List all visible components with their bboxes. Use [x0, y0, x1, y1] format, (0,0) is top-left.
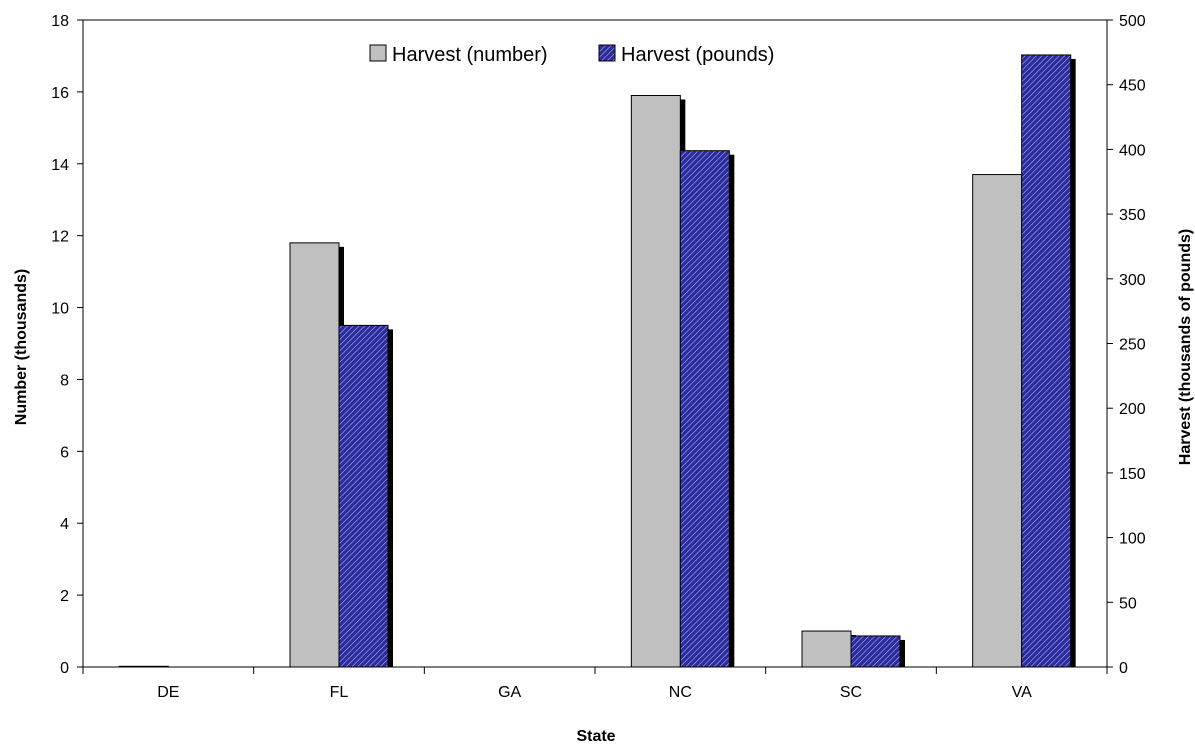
- y-tick-label: 18: [51, 13, 69, 30]
- y2-tick-label: 400: [1119, 142, 1146, 159]
- y-tick-label: 12: [51, 229, 69, 246]
- right-axis: 0 50 100 150 200 250 300 350 400 450 500: [1107, 13, 1146, 677]
- y-tick-label: 16: [51, 85, 69, 102]
- legend-swatch-pounds: [598, 44, 616, 62]
- left-axis: 0 2 4 6 8 10 12 14 16 18: [51, 13, 83, 677]
- y2-tick-label: 200: [1119, 401, 1146, 418]
- y2-tick-label: 350: [1119, 207, 1146, 224]
- y-axis-title: Number (thousands): [13, 269, 30, 425]
- y2-axis-title: Harvest (thousands of pounds): [1177, 229, 1194, 465]
- x-tick-label: FL: [330, 684, 349, 701]
- legend-label-pounds: Harvest (pounds): [621, 44, 774, 66]
- bar-harvest-pounds: [338, 324, 389, 668]
- y-tick-label: 6: [60, 444, 69, 461]
- legend-label-number: Harvest (number): [392, 44, 548, 66]
- x-tick-label: GA: [498, 684, 521, 701]
- bar-harvest-number: [972, 174, 1023, 668]
- bar-harvest-number: [630, 94, 681, 668]
- y2-tick-label: 0: [1119, 660, 1128, 677]
- y2-tick-label: 150: [1119, 466, 1146, 483]
- bar-harvest-number: [118, 665, 169, 668]
- y2-tick-label: 250: [1119, 337, 1146, 354]
- legend: Harvest (number) Harvest (pounds): [369, 44, 774, 66]
- bar-harvest-number: [801, 630, 852, 668]
- bars: [118, 54, 1076, 668]
- y-tick-label: 14: [51, 157, 69, 174]
- plot-border: [82, 19, 1108, 668]
- y2-tick-label: 450: [1119, 78, 1146, 95]
- plot-area: [82, 19, 1108, 668]
- y2-tick-label: 50: [1119, 595, 1137, 612]
- y2-tick-label: 100: [1119, 531, 1146, 548]
- x-tick-label: NC: [669, 684, 692, 701]
- x-axis: DE FL GA NC SC VA: [82, 667, 1108, 701]
- x-tick-label: VA: [1012, 684, 1032, 701]
- x-tick-label: DE: [157, 684, 179, 701]
- x-tick-label: SC: [840, 684, 862, 701]
- legend-swatch-number: [369, 44, 387, 62]
- y-tick-label: 4: [60, 516, 69, 533]
- y-tick-label: 8: [60, 372, 69, 389]
- y-tick-label: 10: [51, 301, 69, 318]
- bar-harvest-pounds: [850, 635, 901, 668]
- y-tick-label: 0: [60, 660, 69, 677]
- x-axis-title: State: [576, 728, 615, 744]
- y2-tick-label: 500: [1119, 13, 1146, 30]
- y-tick-label: 2: [60, 588, 69, 605]
- bar-harvest-number: [289, 242, 340, 668]
- bar-harvest-pounds: [1021, 54, 1072, 668]
- y2-tick-label: 300: [1119, 272, 1146, 289]
- bar-harvest-pounds: [679, 150, 730, 668]
